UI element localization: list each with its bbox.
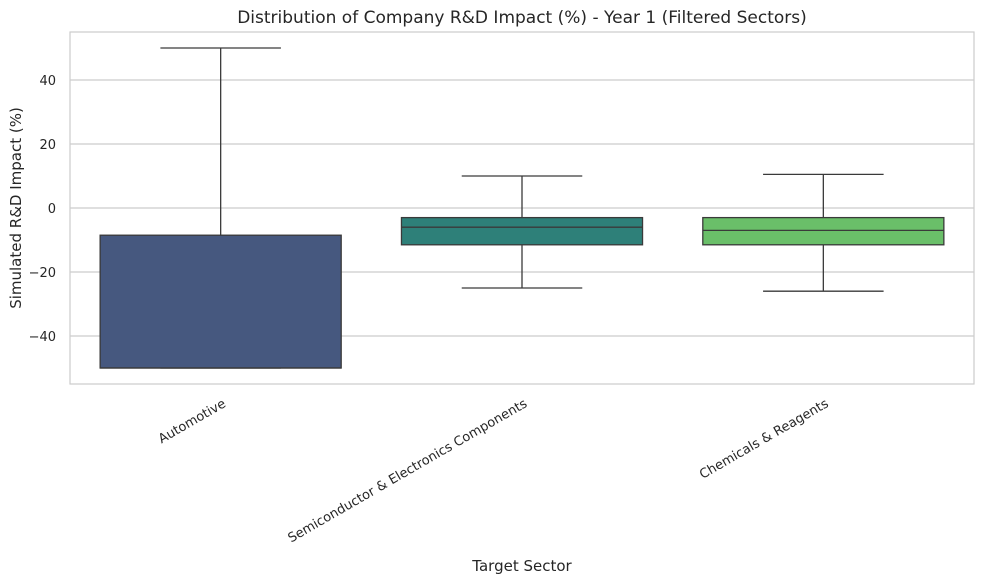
box-iqr (702, 216, 945, 246)
y-tick-label: −20 (29, 266, 56, 281)
x-axis-ticks: Automotive Semiconductor & Electronics Co… (156, 396, 831, 546)
box-iqr (400, 216, 644, 246)
y-tick-label: 40 (39, 74, 56, 89)
x-tick-label: Semiconductor & Electronics Components (286, 396, 531, 546)
y-tick-label: −40 (29, 330, 56, 345)
x-tick-label: Automotive (156, 396, 229, 447)
x-tick-label: Chemicals & Reagents (697, 396, 831, 482)
y-tick-label: 0 (48, 202, 56, 217)
y-tick-label: 20 (39, 138, 56, 153)
chart-title: Distribution of Company R&D Impact (%) -… (237, 8, 807, 28)
y-axis-label: Simulated R&D Impact (%) (7, 107, 25, 309)
plot-frame (69, 31, 975, 385)
x-axis-label: Target Sector (471, 557, 572, 575)
y-axis-ticks: −40 −20 0 20 40 (29, 74, 56, 345)
box-iqr (99, 234, 342, 369)
box-plots (99, 47, 945, 369)
